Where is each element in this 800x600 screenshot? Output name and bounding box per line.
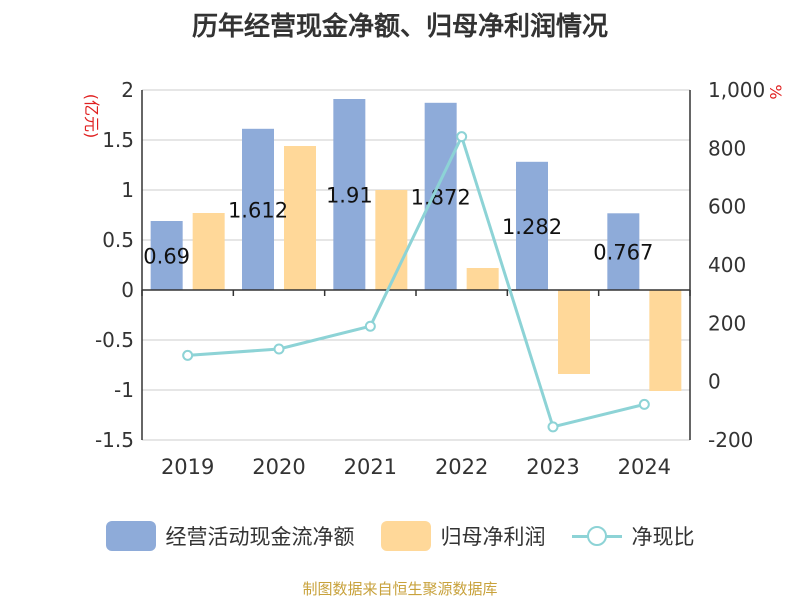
category-label: 2021	[344, 455, 397, 479]
point-cash-ratio	[456, 131, 468, 143]
right-tick-label: 1,000	[708, 78, 765, 102]
legend-label-cashflow: 经营活动现金流净额	[165, 525, 355, 549]
data-label-cashflow: 0.767	[593, 241, 653, 265]
legend-label-net-profit: 归母净利润	[440, 525, 546, 549]
legend-swatch-cash-ratio	[571, 521, 622, 551]
bar-net-profit	[558, 290, 590, 374]
legend-swatch-net-profit	[380, 521, 431, 551]
right-tick-label: 600	[708, 195, 746, 219]
bar-cashflow	[607, 213, 640, 290]
point-cash-ratio	[547, 421, 559, 433]
legend-label-cash-ratio: 净现比	[631, 525, 695, 549]
data-label-cashflow: 1.612	[228, 198, 288, 222]
right-tick-label: 400	[708, 253, 746, 277]
point-cash-ratio	[364, 320, 376, 332]
right-tick-label: 0	[708, 370, 721, 394]
point-cash-ratio	[638, 398, 650, 410]
category-label: 2022	[435, 455, 488, 479]
left-tick-label: 1.5	[102, 128, 134, 152]
right-tick-label: 800	[708, 136, 746, 160]
right-axis-unit: %	[766, 84, 785, 99]
chart-legend: 经营活动现金流净额 归母净利润 净现比	[0, 516, 800, 556]
legend-swatch-cashflow	[105, 521, 156, 551]
line-cash-ratio	[187, 132, 645, 429]
point-cash-ratio	[182, 349, 194, 361]
category-label: 2019	[161, 455, 214, 479]
bar-cashflow	[516, 161, 548, 290]
chart-title: 历年经营现金净额、归母净利润情况	[191, 12, 608, 42]
bar-net-profit	[649, 290, 682, 391]
data-source-note: 制图数据来自恒生聚源数据库	[302, 580, 498, 598]
bar-net-profit	[192, 213, 225, 290]
left-tick-label: -1	[114, 378, 134, 402]
legend-item-cashflow[interactable]: 经营活动现金流净额	[105, 521, 355, 551]
bar-cashflow	[424, 102, 457, 290]
bar-net-profit	[466, 268, 499, 290]
data-label-cashflow: 1.872	[411, 185, 471, 209]
bar-cashflow	[242, 128, 274, 290]
bar-net-profit	[284, 146, 316, 290]
category-label: 2024	[618, 455, 671, 479]
left-tick-label: 2	[121, 78, 134, 102]
right-tick-label: -200	[708, 428, 753, 452]
left-tick-label: 0	[121, 278, 134, 302]
data-label-cashflow: 1.91	[326, 184, 373, 208]
bar-cashflow	[150, 221, 183, 290]
legend-item-cash-ratio[interactable]: 净现比	[571, 521, 695, 551]
bar-cashflow	[333, 99, 366, 290]
point-cash-ratio	[273, 343, 285, 355]
legend-item-net-profit[interactable]: 归母净利润	[380, 521, 546, 551]
left-tick-label: -1.5	[95, 428, 134, 452]
bar-net-profit	[375, 190, 408, 290]
data-label-cashflow: 1.282	[502, 215, 562, 239]
left-axis-unit: (亿元)	[82, 94, 101, 139]
left-tick-label: 0.5	[102, 228, 134, 252]
category-label: 2020	[252, 455, 305, 479]
left-tick-label: -0.5	[95, 328, 134, 352]
data-label-cashflow: 0.69	[143, 245, 190, 269]
category-label: 2023	[526, 455, 579, 479]
chart-plot: 2 1.5 1 0.5 0 -0.5 -1 -1.5 1,000 800 600 400 200 0 -20…	[82, 78, 785, 479]
right-tick-label: 200	[708, 311, 746, 335]
left-tick-label: 1	[121, 178, 134, 202]
